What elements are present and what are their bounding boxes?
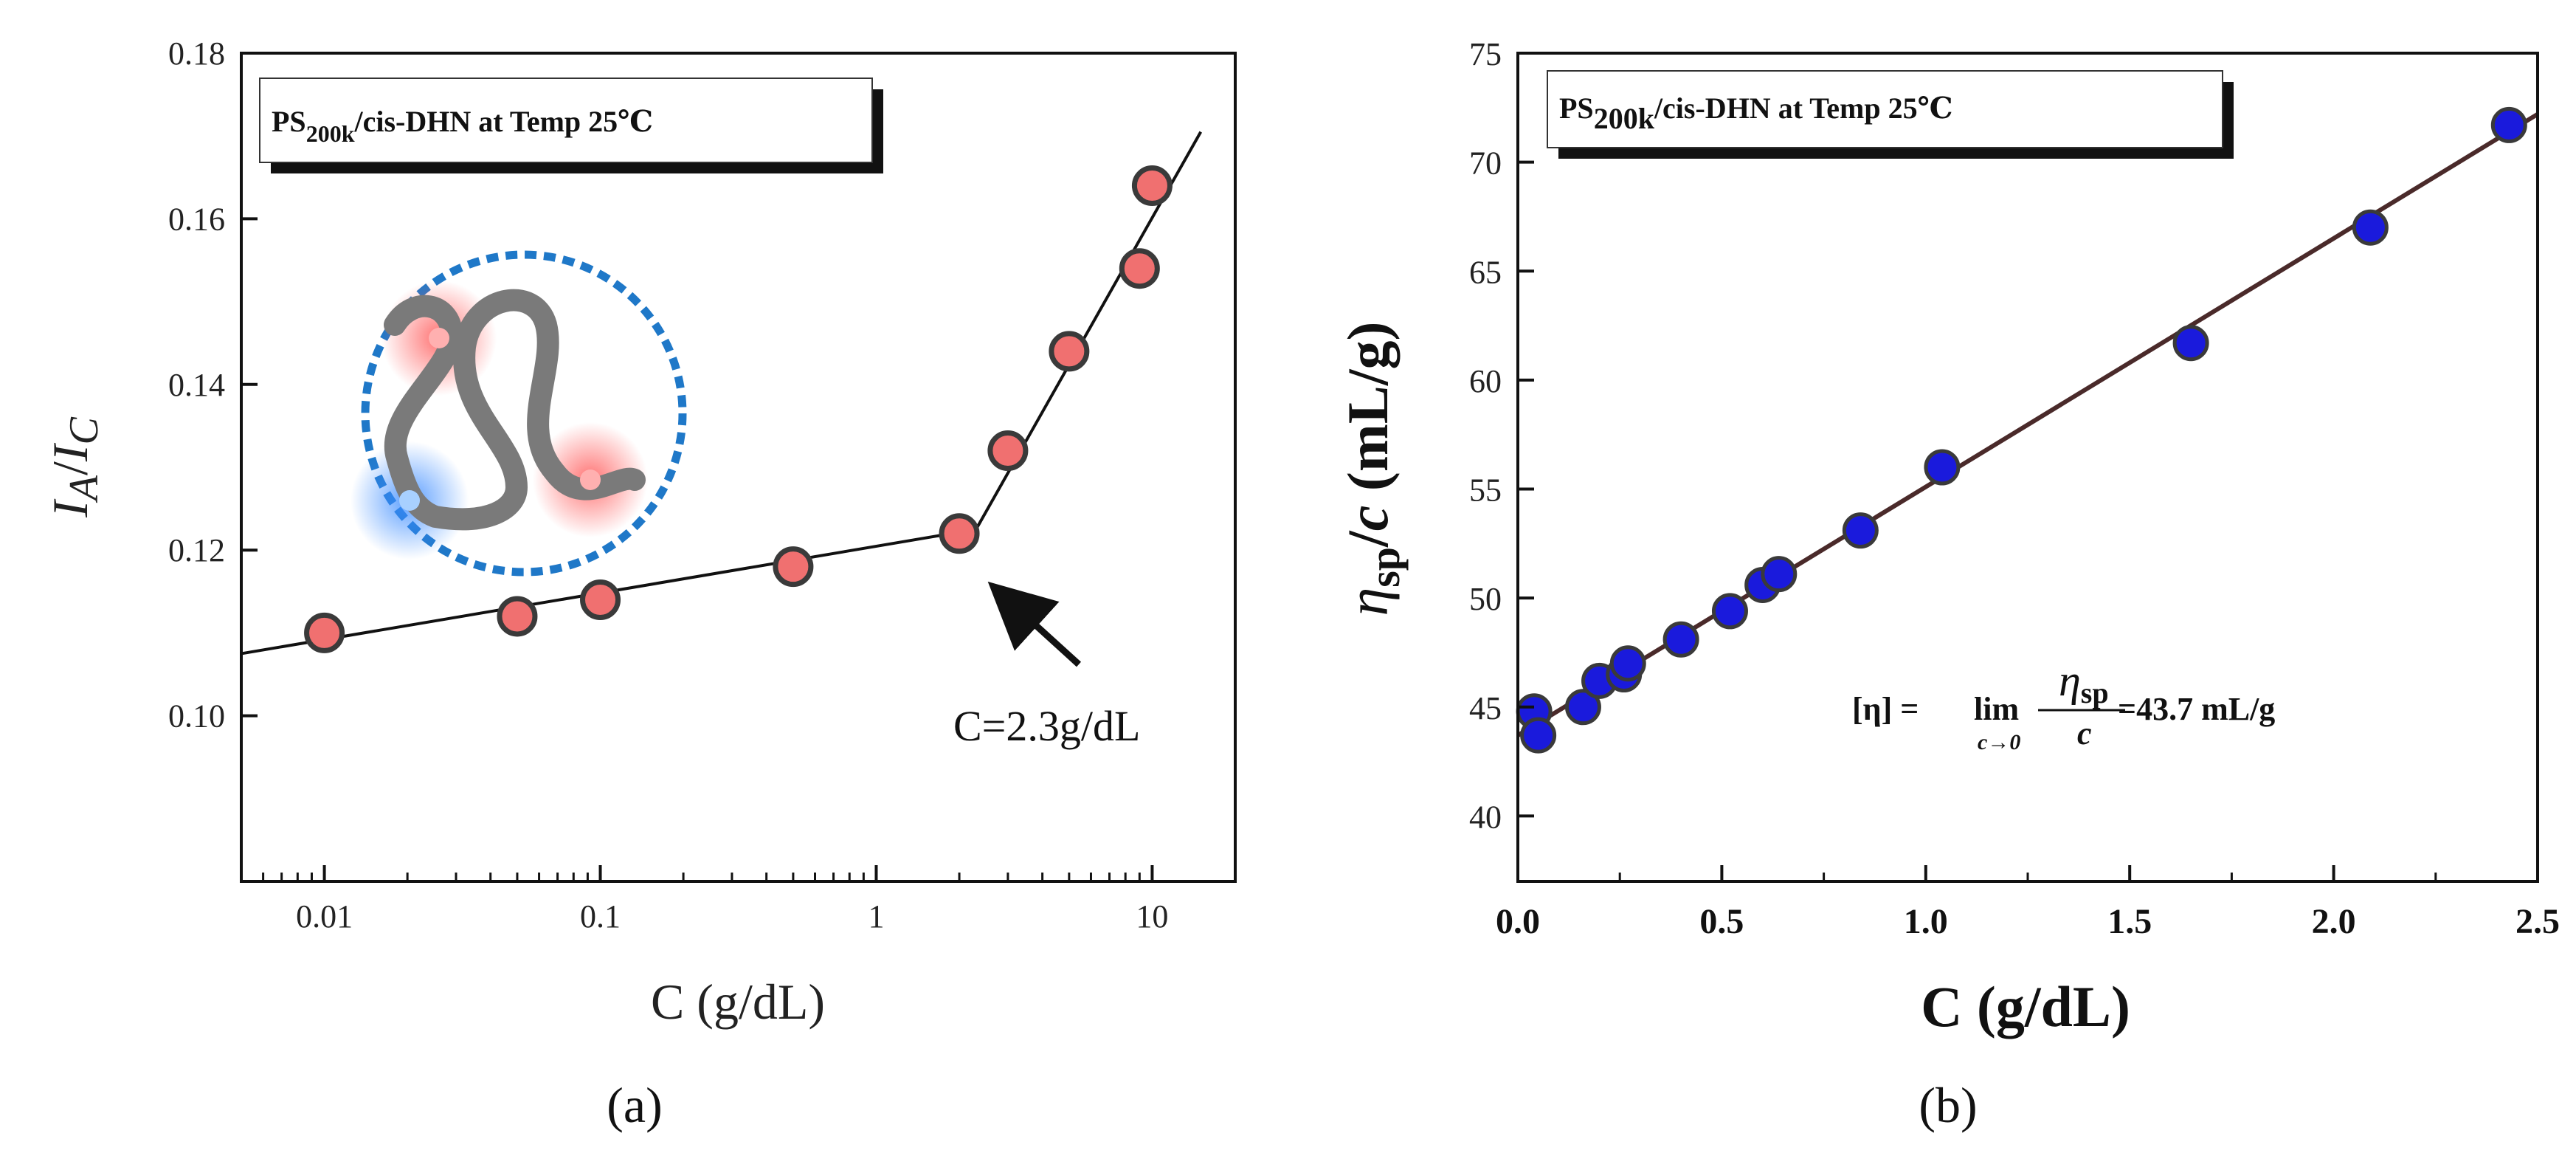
- legend-prefix: PS: [272, 105, 306, 138]
- y-tick-label-a: 0.18: [168, 35, 225, 72]
- formula-rhs: =43.7 mL/g: [2118, 691, 2275, 727]
- x-tick-label-a: 0.01: [296, 898, 353, 935]
- chart-b-ticks: 0.0 0.5 1.0 1.5 2.0 2.5 40 45 50 55 60 65 70 75: [1469, 36, 2560, 941]
- y-tick-label-b: 65: [1469, 254, 1502, 290]
- transition-arrow: [987, 581, 1082, 667]
- chart-a: 0.01 0.1 1 10 0.10 0.12 0.14 0.16 0.18 PS200k/ci…: [42, 35, 1237, 1133]
- data-point-b: [1842, 512, 1879, 549]
- x-tick-label-b: 0.5: [1699, 902, 1744, 941]
- data-point-a: [497, 596, 538, 637]
- formula-lhs: [η] =: [1852, 691, 1919, 727]
- chart-a-ticks: 0.01 0.1 1 10 0.10 0.12 0.14 0.16 0.18: [168, 35, 1237, 935]
- chart-a-ylabel: IA/IC: [42, 416, 107, 517]
- x-tick-label-a: 10: [1136, 898, 1168, 935]
- legend-b-box: [1547, 70, 2223, 148]
- legend-b-subscript: 200k: [1594, 102, 1655, 135]
- legend-b-suffix: /cis-DHN at Temp 25℃: [1654, 92, 1953, 125]
- x-tick-label-b: 2.0: [2312, 902, 2356, 941]
- ylabel-a-sep: /: [42, 461, 98, 475]
- chart-a-xlabel: C (g/dL): [651, 974, 825, 1030]
- chart-a-frame: [240, 52, 1237, 883]
- data-point-a: [304, 612, 345, 653]
- ylabel-a-sub2: C: [61, 416, 107, 444]
- ylabel-b-eta: η: [1336, 588, 1400, 616]
- y-tick-label-b: 45: [1469, 690, 1502, 726]
- chart-a-fit-lines: [241, 131, 1203, 656]
- data-point-a: [580, 579, 621, 621]
- panel-label-a: (a): [607, 1077, 662, 1133]
- legend-b-text: PS200k/cis-DHN at Temp 25℃: [1559, 92, 1953, 135]
- data-point-b: [1564, 689, 1601, 726]
- formula-lim-sub: c→0: [1978, 730, 2020, 754]
- ylabel-b-slash: /: [1336, 530, 1400, 548]
- ylabel-b-c: c: [1336, 506, 1400, 531]
- chart-b-ylabel: ηsp/c (mL/g): [1336, 322, 1409, 616]
- x-tick-label-b: 0.0: [1496, 902, 1540, 941]
- chart-b-legend: PS200k/cis-DHN at Temp 25℃: [1547, 70, 2234, 159]
- y-tick-label-b: 60: [1469, 363, 1502, 399]
- y-tick-label-b: 50: [1469, 581, 1502, 617]
- ylabel-a-i1: I: [42, 498, 98, 518]
- polymer-chain-illustration: [351, 250, 687, 577]
- data-point-b: [1711, 593, 1748, 630]
- x-tick-label-a: 1: [868, 898, 884, 935]
- formula-denominator: c: [2077, 715, 2092, 751]
- intrinsic-viscosity-formula: [η] = lim c→0 ηsp c =43.7 mL/g: [1852, 656, 2275, 754]
- chart-b-frame: [1516, 52, 2539, 883]
- ylabel-b-units: (mL/g): [1336, 322, 1400, 506]
- y-tick-label-b: 55: [1469, 472, 1502, 509]
- data-point-a: [1049, 331, 1090, 372]
- legend-suffix: /cis-DHN at Temp 25℃: [353, 105, 653, 138]
- formula-lim: lim: [1974, 691, 2019, 727]
- formula-eta: η: [2059, 656, 2081, 705]
- legend-subscript: 200k: [306, 120, 355, 147]
- x-tick-label-b: 2.5: [2515, 902, 2560, 941]
- chart-b: 0.0 0.5 1.0 1.5 2.0 2.5 40 45 50 55 60 65 70 75 PS200…: [1336, 36, 2560, 1133]
- polymer-chain: [384, 289, 646, 531]
- chart-a-legend: PS200k/cis-DHN at Temp 25℃: [259, 78, 883, 173]
- legend-box: [259, 78, 873, 163]
- y-tick-label-b: 75: [1469, 36, 1502, 72]
- ylabel-b-sp: sp: [1361, 547, 1409, 588]
- data-point-b: [2490, 106, 2527, 143]
- data-point-a: [939, 513, 980, 554]
- data-point-a: [773, 546, 814, 588]
- x-tick-label-b: 1.5: [2107, 902, 2152, 941]
- data-point-b: [1520, 717, 1557, 754]
- y-tick-label-a: 0.10: [168, 698, 225, 734]
- formula-eta-sub: sp: [2081, 676, 2109, 709]
- illustration-circle: [361, 250, 687, 577]
- chart-a-points: [304, 165, 1173, 653]
- ylabel-a-i2: I: [42, 442, 98, 462]
- y-tick-label-a: 0.16: [168, 201, 225, 237]
- data-point-b: [1609, 645, 1646, 682]
- legend-b-prefix: PS: [1559, 92, 1594, 125]
- data-point-b: [2172, 325, 2209, 362]
- data-point-b: [1662, 621, 1699, 658]
- legend-text: PS200k/cis-DHN at Temp 25℃: [272, 105, 653, 147]
- y-tick-label-a: 0.14: [168, 367, 225, 403]
- chart-b-points: [1516, 106, 2527, 754]
- chart-b-xlabel: C (g/dL): [1921, 974, 2130, 1039]
- y-tick-label-b: 40: [1469, 799, 1502, 835]
- y-tick-label-b: 70: [1469, 145, 1502, 182]
- data-point-b: [2352, 209, 2389, 246]
- data-point-b: [1924, 449, 1961, 486]
- panel-label-b: (b): [1919, 1077, 1977, 1133]
- formula-numerator: ηsp: [2059, 656, 2109, 709]
- transition-annotation: C=2.3g/dL: [953, 702, 1140, 750]
- chain-end-right: [580, 469, 601, 490]
- data-point-a: [987, 430, 1029, 472]
- data-point-a: [1131, 165, 1173, 207]
- chain-end-blue: [399, 490, 420, 511]
- x-tick-label-a: 0.1: [580, 898, 621, 935]
- data-point-a: [1119, 248, 1160, 289]
- y-tick-label-a: 0.12: [168, 532, 225, 568]
- chain-end-top: [429, 328, 449, 348]
- x-tick-label-b: 1.0: [1904, 902, 1948, 941]
- data-point-b: [1761, 556, 1798, 593]
- ylabel-a-sub1: A: [61, 475, 107, 503]
